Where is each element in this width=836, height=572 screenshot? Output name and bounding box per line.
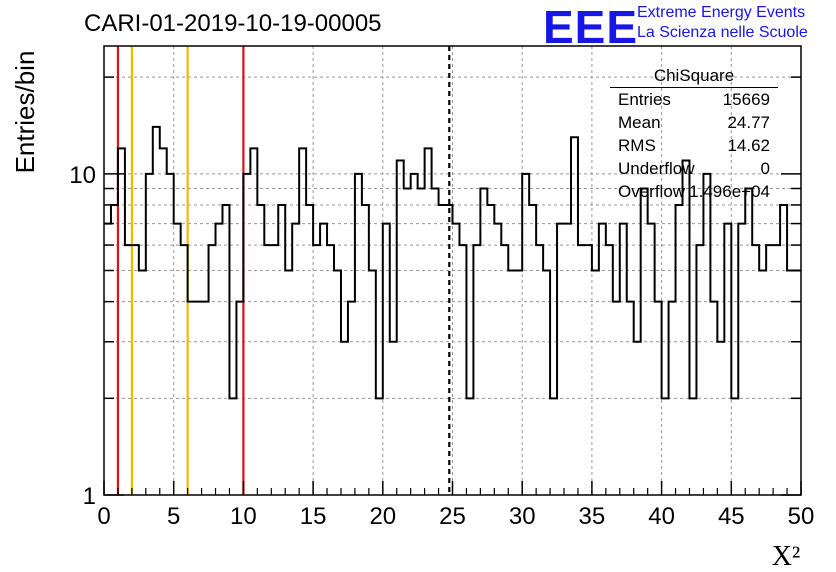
stats-row: Underflow 0	[610, 157, 778, 180]
stats-label: Overflow	[618, 182, 686, 201]
x-tick-label: 45	[718, 503, 745, 530]
x-tick-label: 5	[167, 503, 180, 530]
axes: 0 5 10 15 20 25 30 35 40 45 50 1 10	[69, 76, 815, 530]
stats-value: 15669	[722, 90, 770, 109]
stats-row: Mean 24.77	[610, 111, 778, 134]
histogram-series	[104, 125, 801, 400]
x-tick-label: 0	[97, 503, 110, 530]
chart-title: CARI-01-2019-10-19-00005	[84, 10, 382, 37]
x-axis-label: X²	[772, 541, 801, 572]
stats-value: 0	[760, 159, 770, 178]
stats-label: Underflow	[618, 159, 695, 178]
stats-row: RMS 14.62	[610, 134, 778, 157]
y-tick-label: 1	[83, 483, 96, 510]
logo-line-1: Extreme Energy Events	[637, 4, 806, 21]
x-tick-label: 35	[579, 503, 606, 530]
y-tick-label: 10	[69, 162, 96, 189]
stats-box: ChiSquare Entries 15669 Mean 24.77 RMS 1…	[610, 66, 778, 203]
y-axis-label: Entries/bin	[10, 51, 40, 174]
stats-value: 1.496e+04	[689, 182, 770, 201]
x-tick-label: 20	[369, 503, 396, 530]
logo-line-2: La Scienza nelle Scuole	[637, 24, 808, 41]
x-tick-label: 25	[439, 503, 466, 530]
x-tick-label: 40	[648, 503, 675, 530]
x-tick-label: 10	[230, 503, 257, 530]
stats-row: Overflow 1.496e+04	[610, 180, 778, 203]
eee-logo: EEE	[543, 1, 639, 53]
stats-label: RMS	[618, 136, 656, 155]
x-tick-label: 15	[300, 503, 327, 530]
stats-label: Entries	[618, 90, 671, 109]
stats-row: Entries 15669	[610, 88, 778, 111]
stats-value: 24.77	[727, 113, 770, 132]
x-tick-label: 50	[788, 503, 815, 530]
x-tick-label: 30	[509, 503, 536, 530]
stats-value: 14.62	[727, 136, 770, 155]
stats-label: Mean	[618, 113, 661, 132]
stats-title: ChiSquare	[610, 66, 778, 88]
